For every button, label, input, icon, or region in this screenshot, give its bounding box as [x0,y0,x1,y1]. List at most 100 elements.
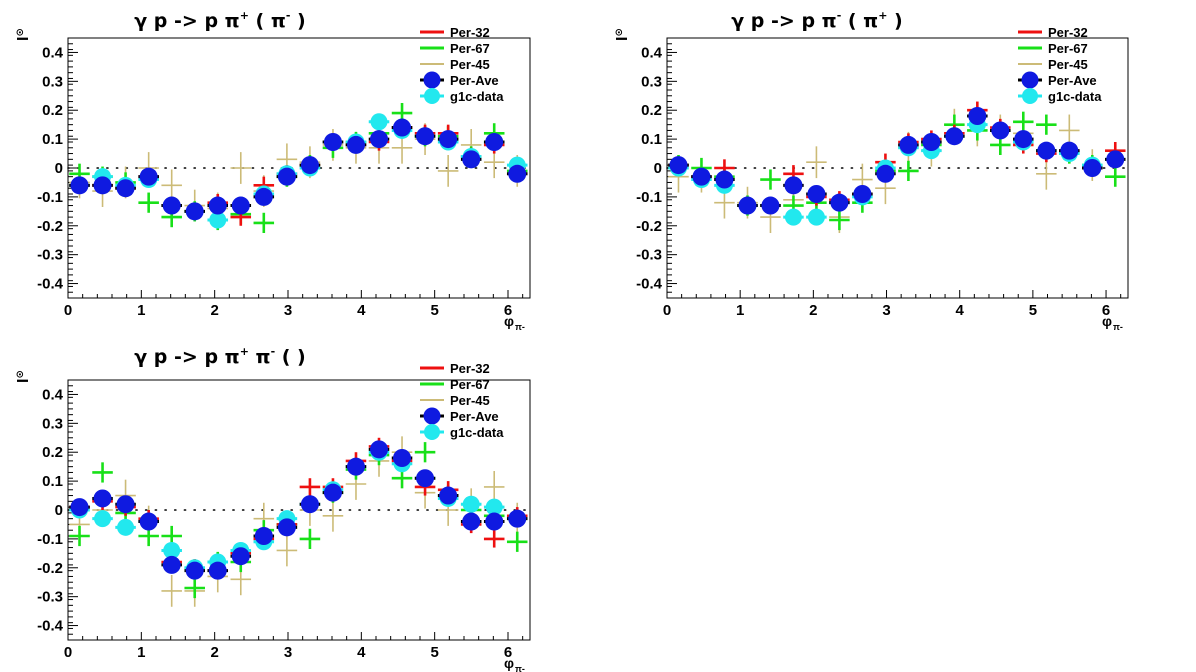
data-point-perave [439,486,458,505]
data-point-perave [692,167,711,186]
series-per32 [668,101,1126,215]
data-point-perave [715,170,734,189]
series-per45 [69,123,528,225]
series-perAve [668,107,1126,215]
data-point-perave [439,130,458,149]
y-tick-label: 0.2 [42,444,63,461]
x-axis-label-sub: π- [515,322,525,332]
data-point-perave [254,187,273,206]
series-per67 [668,111,1126,231]
y-axis-label: I⊙ [15,28,32,41]
x-axis-label-sub: π- [515,664,525,672]
y-axis-label-sup: ⊙ [15,370,26,378]
legend-label-per67: Per-67 [450,377,490,392]
y-tick-label: 0 [654,160,662,177]
data-point-perave [231,196,250,215]
title-part: ( ) [275,346,306,368]
y-tick-label: 0.3 [42,73,63,90]
legend-label-per67: Per-67 [1048,41,1088,56]
data-point-perave [807,185,826,203]
data-point-perave [508,164,527,183]
data-point-perave [231,547,250,566]
data-point-perave [1014,130,1033,149]
title-part: ( π [841,10,878,32]
legend-label-perAve: Per-Ave [450,73,499,88]
legend-label-per32: Per-32 [450,361,490,376]
data-point-perave [393,449,412,467]
data-point-perave [277,518,296,537]
series-per45 [69,436,528,607]
legend-label-per45: Per-45 [1048,57,1088,72]
y-tick-label: 0.2 [42,102,63,119]
series-per67 [69,103,528,233]
data-point-perave [830,193,849,212]
data-point-perave [968,107,987,125]
legend-swatch-g1c [1022,88,1038,104]
series-per67 [69,442,528,599]
x-tick-label: 6 [1102,302,1110,319]
x-axis-label: φπ- [1102,313,1123,332]
x-tick-label: 5 [1029,302,1037,319]
data-point-perave [899,135,918,154]
series-g1c [69,113,528,229]
x-tick-label: 2 [210,302,218,319]
data-point-perave [116,179,135,198]
data-point-perave [784,176,803,195]
data-point-perave [346,457,365,476]
data-point-perave [370,440,389,459]
x-tick-label: 2 [210,644,218,661]
data-point-perave [738,196,757,215]
data-point-g1c [485,498,503,516]
data-point-perave [139,167,158,186]
data-point-perave [1060,141,1079,160]
data-point-g1c [117,518,135,536]
series-g1c [668,116,1126,226]
legend-label-per32: Per-32 [450,25,490,40]
y-tick-label: -0.2 [37,560,63,577]
y-tick-label: 0.3 [42,415,63,432]
data-point-perave [93,176,112,195]
title-part: ( π [249,10,286,32]
x-tick-label: 3 [882,302,890,319]
x-tick-label: 0 [663,302,671,319]
series-per45 [668,108,1126,233]
y-tick-label: -0.3 [37,589,63,606]
data-point-g1c [370,113,388,131]
legend-label-per32: Per-32 [1048,25,1088,40]
y-tick-label: -0.4 [636,276,663,293]
data-point-perave [1106,150,1125,169]
y-tick-label: 0.1 [641,131,662,148]
legend-label-perAve: Per-Ave [450,409,499,424]
legend-label-perAve: Per-Ave [1048,73,1097,88]
chart-title: γ p -> p π+ ( π- ) [134,9,306,32]
y-tick-label: 0 [55,160,63,177]
legend-label-per45: Per-45 [450,57,490,72]
title-part: π [249,346,271,368]
legend-swatch-perave [423,71,441,89]
x-tick-label: 5 [430,644,438,661]
y-tick-label: 0.4 [42,386,64,403]
y-axis-label: I⊙ [15,370,32,383]
y-tick-label: -0.4 [37,618,64,635]
y-axis-label-sup: ⊙ [614,28,625,36]
y-tick-label: -0.4 [37,276,64,293]
series-g1c [69,443,528,577]
data-point-g1c [209,211,227,229]
title-superscript: + [240,345,249,358]
data-point-perave [93,489,112,508]
x-axis-label: φπ- [504,313,525,332]
data-point-perave [922,133,941,151]
data-point-perave [139,512,158,531]
x-tick-label: 2 [809,302,817,319]
data-point-perave [876,164,895,183]
data-point-perave [416,127,435,146]
legend-swatch-g1c [424,88,440,104]
y-tick-label: -0.1 [636,189,662,206]
legend-label-g1c: g1c-data [450,89,504,104]
legend-swatch-g1c [424,424,440,440]
data-point-perave [416,469,435,488]
data-point-perave [162,196,181,215]
x-tick-label: 5 [430,302,438,319]
